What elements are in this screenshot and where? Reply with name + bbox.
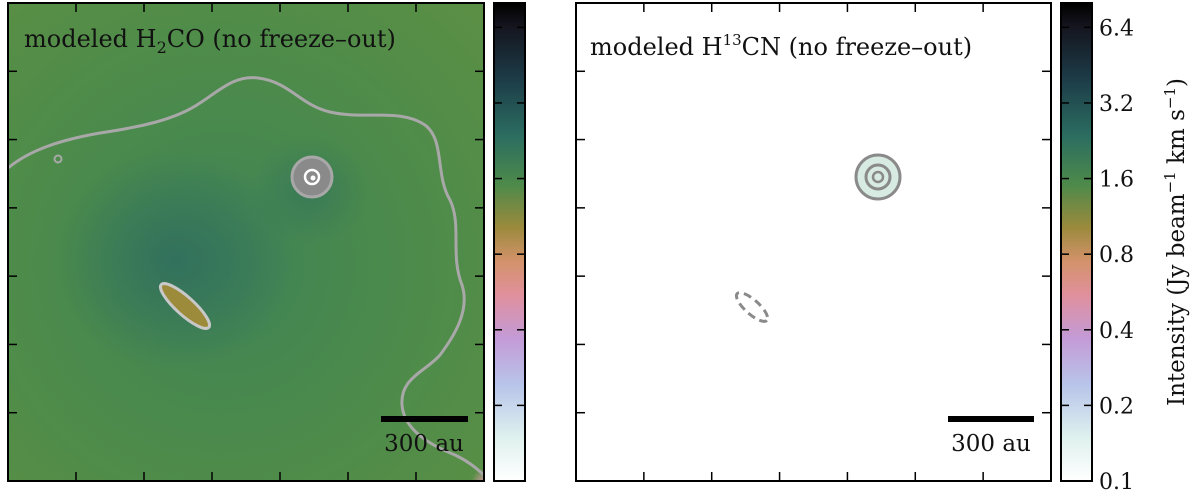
colorbar-2-ticks <box>1061 26 1092 482</box>
colorbar-1-ticks <box>494 26 525 482</box>
colorbar-tick-label: 0.8 <box>1099 243 1134 268</box>
colorbar-2: 0.1 0.2 0.4 0.8 1.6 3.2 6.4 Intensity (Jy beam… <box>1060 2 1190 495</box>
h2co-corner-glow-br <box>380 380 484 481</box>
h2co-compact-core <box>303 168 321 186</box>
colorbar-2-tick-labels: 0.1 0.2 0.4 0.8 1.6 3.2 6.4 <box>1099 16 1134 495</box>
colorbar-tick-label: 0.4 <box>1099 319 1134 344</box>
h13cn-scalebar-label: 300 au <box>951 431 1031 457</box>
colorbar-tick-label: 6.4 <box>1099 16 1134 41</box>
colorbar-tick-label: 0.1 <box>1099 470 1134 495</box>
h13cn-title: modeled H13CN (no freeze–out) <box>590 31 972 61</box>
colorbar-1 <box>493 2 526 482</box>
h2co-title: modeled H2CO (no freeze–out) <box>24 25 396 57</box>
h13cn-compact-source <box>854 153 902 201</box>
h2co-axis-ticks <box>8 3 484 481</box>
h2co-small-contour <box>53 154 63 164</box>
h2co-outer-contour <box>8 76 484 477</box>
h2co-dark-region <box>55 150 295 370</box>
h13cn-axis-ticks <box>576 3 1051 481</box>
h13cn-map-background <box>576 3 1051 481</box>
h13cn-frame <box>575 2 1052 482</box>
colorbar-tick-label: 1.6 <box>1099 168 1134 193</box>
h2co-scalebar-label: 300 au <box>384 431 464 457</box>
h2co-scalebar <box>381 416 468 422</box>
colorbar-1-gradient <box>493 2 526 482</box>
h13cn-compact-core <box>871 170 885 184</box>
colorbar-2-gradient <box>1060 2 1093 482</box>
h2co-elongated-source <box>158 282 212 330</box>
colorbar-tick-label: 3.2 <box>1099 92 1134 117</box>
h2co-compact-dot <box>310 175 316 181</box>
panel-h13cn: 300 au modeled H13CN (no freeze–out) <box>575 2 1052 482</box>
panel-h2co: 300 au modeled H2CO (no freeze–out) <box>7 2 485 482</box>
h13cn-compact-contour-inner <box>864 163 892 191</box>
colorbar-tick-label: 0.2 <box>1099 394 1134 419</box>
colorbar-label: Intensity (Jy beam−1 km s−1) <box>1161 78 1190 406</box>
h13cn-scalebar <box>948 416 1034 422</box>
h2co-frame <box>7 2 485 482</box>
